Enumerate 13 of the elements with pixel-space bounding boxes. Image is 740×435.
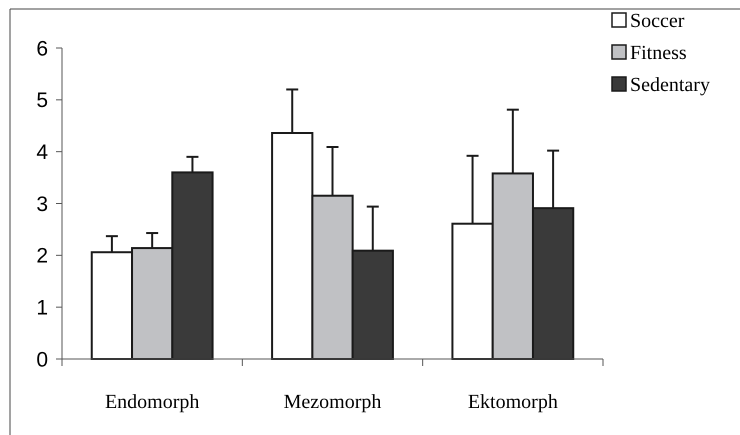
- y-tick-label: 5: [36, 89, 48, 112]
- x-tick-label: Mezomorph: [284, 391, 382, 413]
- y-tick-label: 0: [36, 348, 48, 372]
- y-tick-label: 1: [36, 296, 48, 320]
- y-tick-label: 2: [36, 244, 48, 268]
- y-tick-label: 3: [36, 192, 48, 216]
- x-tick-label: Ektomorph: [468, 391, 558, 413]
- y-tick-label: 4: [36, 141, 48, 164]
- x-tick-label: Endomorph: [104, 391, 200, 413]
- legend-label: Fitness: [630, 42, 687, 64]
- legend-label: Sedentary: [630, 74, 710, 96]
- y-tick-label: 6: [36, 37, 48, 60]
- legend-label: Soccer: [630, 10, 685, 32]
